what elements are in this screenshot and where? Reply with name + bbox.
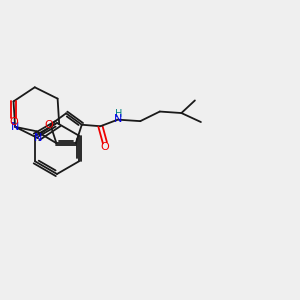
- Text: O: O: [9, 117, 18, 128]
- Text: N: N: [11, 122, 19, 132]
- Text: O: O: [100, 142, 109, 152]
- Text: H: H: [115, 109, 122, 119]
- Text: N: N: [34, 133, 42, 143]
- Text: N: N: [114, 114, 123, 124]
- Text: O: O: [44, 120, 53, 130]
